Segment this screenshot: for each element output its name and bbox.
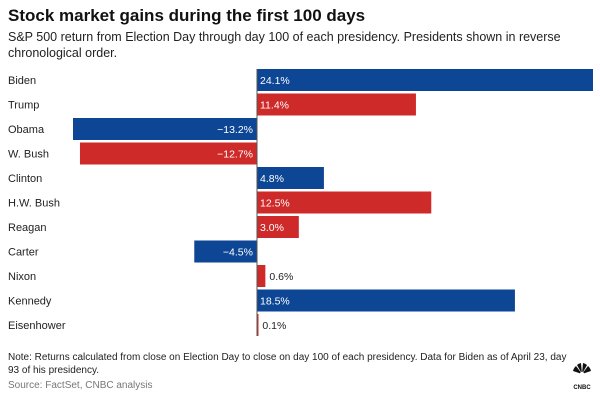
- bar-trump: [257, 93, 416, 116]
- value-label: 12.5%: [260, 198, 290, 210]
- category-label: Biden: [8, 75, 36, 87]
- value-label: −13.2%: [217, 124, 253, 136]
- category-label: Nixon: [8, 271, 36, 283]
- chart-title: Stock market gains during the first 100 …: [8, 6, 366, 25]
- category-label: Reagan: [8, 222, 47, 234]
- bar-h-w-bush: [257, 191, 432, 214]
- category-label: Carter: [8, 247, 39, 259]
- category-label: Trump: [8, 100, 39, 112]
- chart-source: Source: FactSet, CNBC analysis: [8, 380, 153, 391]
- category-label: W. Bush: [8, 149, 49, 161]
- value-label: 11.4%: [260, 100, 289, 112]
- value-label: 0.1%: [262, 320, 286, 332]
- bar-obama: [73, 118, 257, 140]
- bar-kennedy: [257, 289, 515, 312]
- bar-eisenhower: [257, 314, 259, 336]
- category-label: Obama: [8, 124, 45, 136]
- value-label: 3.0%: [260, 222, 284, 234]
- logo-text: CNBC: [573, 385, 591, 391]
- value-label: 4.8%: [260, 173, 284, 185]
- bar-nixon: [257, 265, 266, 287]
- bar-clinton: [257, 167, 324, 189]
- chart-subtitle: S&P 500 return from Election Day through…: [8, 30, 561, 60]
- chart-note: Note: Returns calculated from close on E…: [8, 352, 567, 376]
- value-label: −12.7%: [217, 149, 253, 161]
- category-label: H.W. Bush: [8, 198, 60, 210]
- cnbc-peacock-logo: CNBC: [573, 363, 591, 391]
- value-label: 0.6%: [269, 271, 293, 283]
- category-label: Eisenhower: [8, 320, 66, 332]
- bar-reagan: [257, 216, 299, 238]
- category-label: Clinton: [8, 173, 42, 185]
- value-label: 18.5%: [260, 296, 290, 308]
- category-label: Kennedy: [8, 296, 52, 308]
- value-label: −4.5%: [223, 247, 253, 259]
- bar-carter: [194, 240, 257, 263]
- bar-w-bush: [79, 142, 257, 165]
- bar-biden: [257, 69, 593, 91]
- value-label: 24.1%: [260, 75, 290, 87]
